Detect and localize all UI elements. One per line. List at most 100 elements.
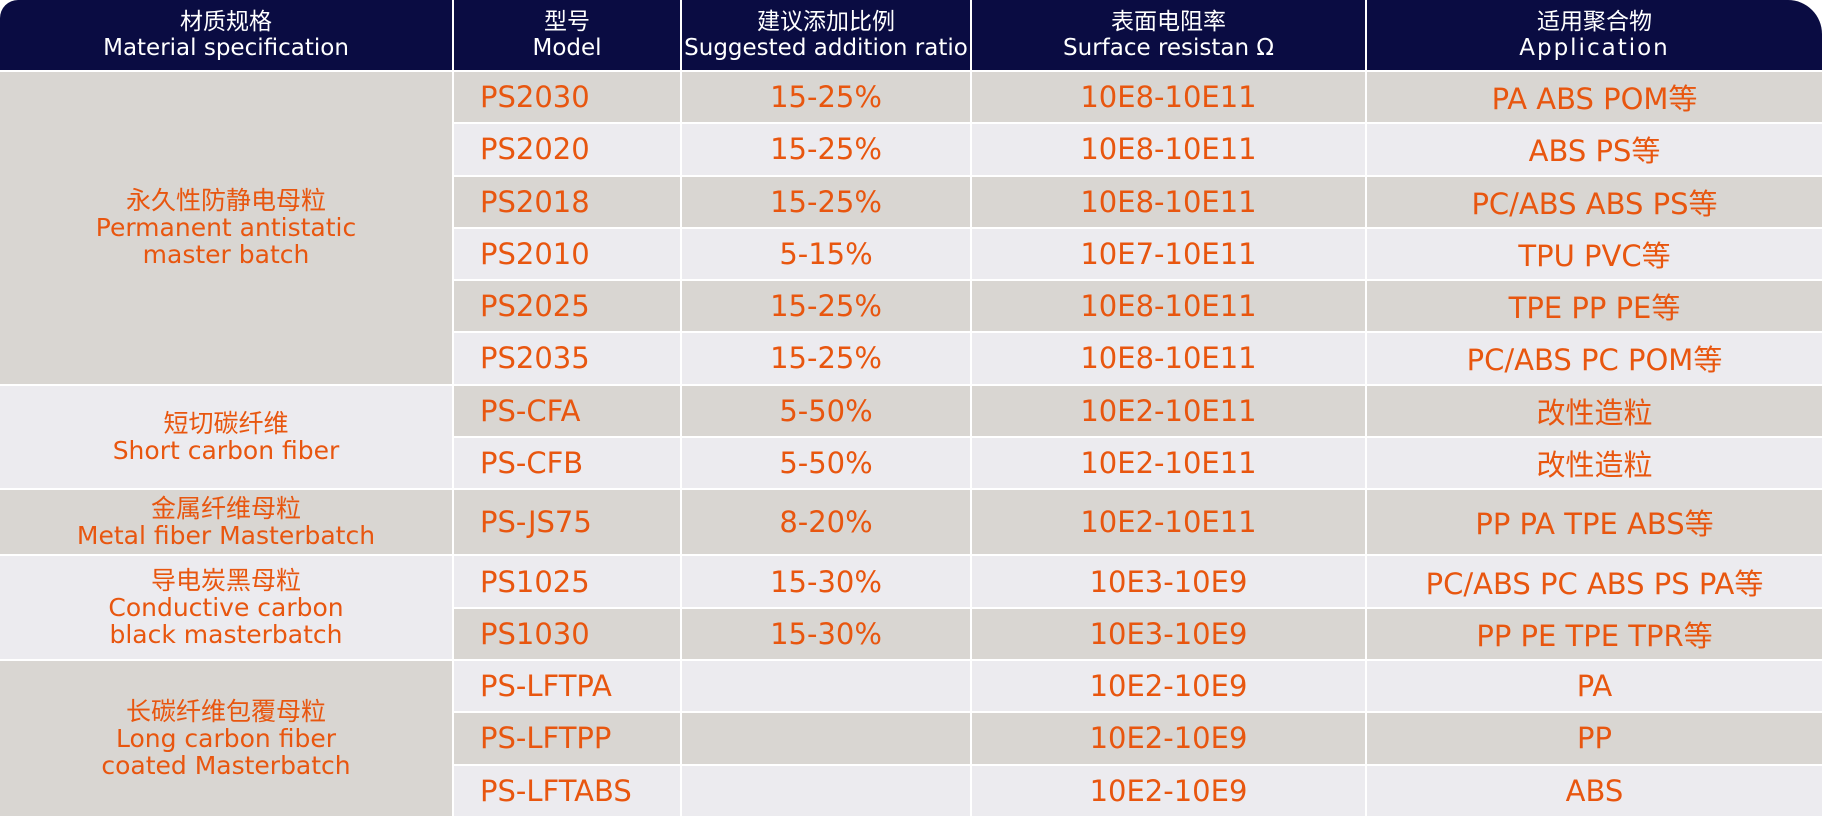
application-cell: PC/ABS PC ABS PS PA等 xyxy=(1365,554,1822,608)
group-label-en: Metal fiber Masterbatch xyxy=(76,521,376,551)
header-resistance-en: Surface resistan Ω xyxy=(1063,35,1274,61)
group-cell-metal-fiber: 金属纤维母粒 Metal fiber Masterbatch xyxy=(0,488,453,556)
model-cell: PS2010 xyxy=(452,226,681,281)
ratio-cell: 5-15% xyxy=(680,226,971,281)
resistance-cell: 10E3-10E9 xyxy=(970,554,1366,608)
group-label-en: Conductive carbon xyxy=(108,593,344,623)
resistance-cell: 10E8-10E11 xyxy=(970,331,1366,385)
table-row: 短切碳纤维 Short carbon fiber PS-CFA 5-50% 10… xyxy=(0,383,1822,490)
header-resistance-cn: 表面电阻率 xyxy=(1111,9,1226,35)
header-ratio-cn: 建议添加比例 xyxy=(757,9,895,35)
model-cell: PS-JS75 xyxy=(452,488,681,556)
header-application: 适用聚合物 Application xyxy=(1365,0,1822,71)
application-cell: PC/ABS ABS PS等 xyxy=(1365,174,1822,228)
model-cell: PS-LFTPP xyxy=(452,711,681,765)
ratio-cell: 15-25% xyxy=(680,279,971,333)
header-material-cn: 材质规格 xyxy=(180,9,272,35)
application-cell: TPU PVC等 xyxy=(1365,226,1822,281)
table-row: 金属纤维母粒 Metal fiber Masterbatch PS-JS75 8… xyxy=(0,488,1822,556)
resistance-cell: 10E8-10E11 xyxy=(970,122,1366,176)
table-row: PS2025 15-25% 10E8-10E11 TPE PP PE等 xyxy=(0,279,1822,333)
table-row: PS-CFB 5-50% 10E2-10E11 改性造粒 xyxy=(0,435,1822,490)
model-cell: PS2020 xyxy=(452,122,681,176)
application-cell: PP PA TPE ABS等 xyxy=(1365,488,1822,556)
model-cell: PS-LFTPA xyxy=(452,658,681,713)
header-model: 型号 Model xyxy=(452,0,681,71)
application-cell: PC/ABS PC POM等 xyxy=(1365,331,1822,385)
header-application-cn: 适用聚合物 xyxy=(1537,9,1652,35)
resistance-cell: 10E8-10E11 xyxy=(970,174,1366,228)
group-label-cn: 短切碳纤维 xyxy=(163,408,289,438)
application-cell: 改性造粒 xyxy=(1365,435,1822,490)
header-ratio-en: Suggested addition ratio xyxy=(684,35,968,61)
header-ratio: 建议添加比例 Suggested addition ratio xyxy=(680,0,971,71)
header-resistance: 表面电阻率 Surface resistan Ω xyxy=(970,0,1366,71)
resistance-cell: 10E7-10E11 xyxy=(970,226,1366,281)
group-cell-conductive-carbon-black: 导电炭黑母粒 Conductive carbon black masterbat… xyxy=(0,554,453,660)
resistance-cell: 10E2-10E9 xyxy=(970,711,1366,765)
group-label-cn: 导电炭黑母粒 xyxy=(150,566,301,596)
group-label-en: coated Masterbatch xyxy=(101,751,351,780)
table-row: 长碳纤维包覆母粒 Long carbon fiber coated Master… xyxy=(0,658,1822,816)
application-cell: PA xyxy=(1365,658,1822,713)
table-row: 导电炭黑母粒 Conductive carbon black masterbat… xyxy=(0,554,1822,660)
ratio-cell xyxy=(680,763,971,816)
header-application-en: Application xyxy=(1519,35,1670,61)
header-model-en: Model xyxy=(532,35,602,61)
application-cell: PA ABS POM等 xyxy=(1365,69,1822,124)
application-cell: TPE PP PE等 xyxy=(1365,279,1822,333)
resistance-cell: 10E8-10E11 xyxy=(970,279,1366,333)
application-cell: PP PE TPE TPR等 xyxy=(1365,606,1822,660)
ratio-cell: 15-25% xyxy=(680,174,971,228)
table-row: 永久性防静电母粒 Permanent antistatic master bat… xyxy=(0,69,1822,385)
ratio-cell: 15-25% xyxy=(680,122,971,176)
model-cell: PS1025 xyxy=(452,554,681,608)
group-cell-permanent-antistatic: 永久性防静电母粒 Permanent antistatic master bat… xyxy=(0,70,453,385)
group-label-en: Permanent antistatic xyxy=(95,213,357,243)
group-cell-short-carbon-fiber: 短切碳纤维 Short carbon fiber xyxy=(0,383,453,490)
ratio-cell: 5-50% xyxy=(680,435,971,490)
resistance-cell: 10E8-10E11 xyxy=(970,69,1366,124)
table-row: PS2020 15-25% 10E8-10E11 ABS PS等 xyxy=(0,122,1822,176)
resistance-cell: 10E2-10E11 xyxy=(970,435,1366,490)
header-material: 材质规格 Material specification xyxy=(0,0,453,71)
resistance-cell: 10E2-10E11 xyxy=(970,488,1366,556)
model-cell: PS2030 xyxy=(452,69,681,124)
application-cell: ABS xyxy=(1365,763,1822,816)
model-cell: PS-CFA xyxy=(452,383,681,437)
resistance-cell: 10E2-10E9 xyxy=(970,658,1366,713)
group-label-en: Short carbon fiber xyxy=(112,435,340,465)
model-cell: PS-CFB xyxy=(452,435,681,490)
model-cell: PS-LFTABS xyxy=(452,763,681,816)
header-model-cn: 型号 xyxy=(544,9,590,35)
group-cell-long-carbon-fiber: 长碳纤维包覆母粒 Long carbon fiber coated Master… xyxy=(0,659,453,816)
application-cell: ABS PS等 xyxy=(1365,122,1822,176)
resistance-cell: 10E2-10E11 xyxy=(970,383,1366,437)
application-cell: PP xyxy=(1365,711,1822,765)
group-label-en: master batch xyxy=(142,240,310,270)
table-row: PS-LFTPP 10E2-10E9 PP xyxy=(0,711,1822,765)
group-label-en: black masterbatch xyxy=(109,620,343,650)
ratio-cell xyxy=(680,711,971,765)
table-row: PS2010 5-15% 10E7-10E11 TPU PVC等 xyxy=(0,226,1822,281)
header-row: 材质规格 Material specification 型号 Model 建议添… xyxy=(0,0,1822,71)
ratio-cell xyxy=(680,658,971,713)
ratio-cell: 15-30% xyxy=(680,606,971,660)
model-cell: PS2035 xyxy=(452,331,681,385)
table-row: PS2035 15-25% 10E8-10E11 PC/ABS PC POM等 xyxy=(0,331,1822,385)
resistance-cell: 10E2-10E9 xyxy=(970,763,1366,816)
model-cell: PS1030 xyxy=(452,606,681,660)
table-row: PS-LFTABS 10E2-10E9 ABS xyxy=(0,763,1822,816)
table-row: PS2018 15-25% 10E8-10E11 PC/ABS ABS PS等 xyxy=(0,174,1822,228)
ratio-cell: 15-25% xyxy=(680,331,971,385)
model-cell: PS2018 xyxy=(452,174,681,228)
resistance-cell: 10E3-10E9 xyxy=(970,606,1366,660)
ratio-cell: 15-30% xyxy=(680,554,971,608)
group-label-cn: 长碳纤维包覆母粒 xyxy=(125,697,326,726)
table-row: PS1030 15-30% 10E3-10E9 PP PE TPE TPR等 xyxy=(0,606,1822,660)
group-label-cn: 金属纤维母粒 xyxy=(150,494,301,524)
ratio-cell: 5-50% xyxy=(680,383,971,437)
group-label-en: Long carbon fiber xyxy=(115,724,337,753)
